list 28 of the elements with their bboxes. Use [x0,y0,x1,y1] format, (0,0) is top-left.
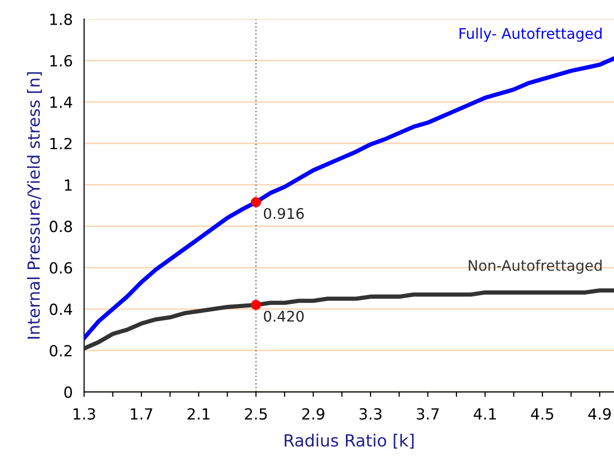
y-tick-label: 1.8 [50,14,72,26]
x-tick-label: 2.5 [244,408,267,420]
y-tick-label: 1.6 [50,54,72,67]
line-series [84,56,614,340]
y-tick-label: 1.2 [50,138,72,150]
series-label: Non-Autofrettaged [468,260,602,274]
x-tick-label: 4.9 [588,408,611,420]
y-tick-label: 1 [64,179,72,191]
y-axis-title: Internal Pressure/Yield stress [n] [27,72,42,339]
series-label: Fully- Autofrettaged [460,28,602,42]
x-tick-label: 2.9 [302,408,324,420]
x-tick-label: 3.7 [416,408,439,420]
annotation: 0.916 [264,208,304,220]
line-series [84,288,614,350]
x-axis-title: Radius Ratio [k] [284,434,414,449]
x-tick-label: 4.1 [474,408,496,420]
y-tick-label: 0.4 [50,304,72,316]
y-tick-label: 1.4 [50,96,72,108]
y-tick-label: 0 [64,386,72,398]
x-tick-label: 1.3 [74,408,96,420]
x-tick-label: 4.5 [530,408,554,420]
x-tick-label: 2.1 [188,408,210,420]
y-tick-label: 0.8 [50,220,72,232]
annotation: 0.420 [264,310,304,322]
y-tick-label: 0.6 [50,262,72,274]
y-tick-label: 0.2 [50,344,72,357]
x-tick-label: 1.7 [130,408,152,420]
x-tick-label: 3.3 [360,408,382,420]
